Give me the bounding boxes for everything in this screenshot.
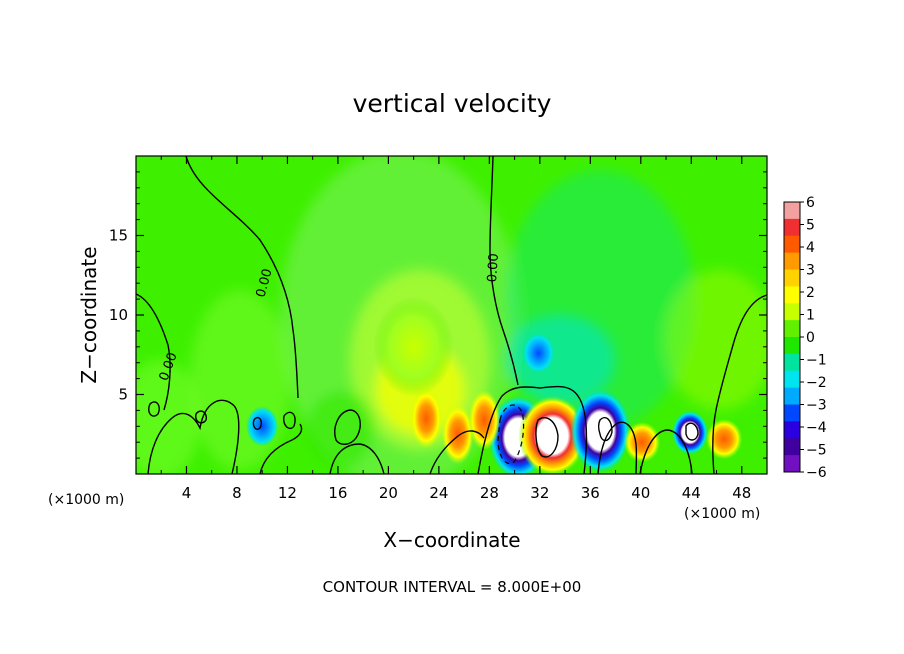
colorbar-tick-label: 5	[806, 218, 815, 234]
y-axis: 5 10 15	[109, 171, 767, 459]
contour-line	[497, 404, 525, 465]
colorbar: 6 5 4 3 2 1 0 −1 −2 −3 −4 −5 −6	[783, 195, 827, 481]
x-tick-label: 12	[278, 484, 297, 502]
y-tick-label: 10	[109, 306, 128, 324]
contour-line	[711, 294, 767, 474]
colorbar-swatch	[784, 370, 800, 389]
colorbar-swatch	[784, 387, 800, 405]
contour-line	[477, 385, 588, 474]
contour-line	[489, 156, 519, 386]
velocity-feature	[570, 389, 631, 474]
contour-interval-text: CONTOUR INTERVAL = 8.000E+00	[323, 578, 582, 596]
contour-line	[639, 429, 693, 474]
x-axis-title: X−coordinate	[383, 528, 520, 552]
colorbar-tick-label: 2	[806, 285, 815, 301]
x-tick-label: 16	[328, 484, 347, 502]
colorbar-swatch	[784, 218, 800, 237]
velocity-feature	[246, 406, 279, 447]
chart-title: vertical velocity	[353, 89, 552, 118]
colorbar-tick-label: 4	[806, 240, 815, 256]
y-axis-title: Z−coordinate	[77, 246, 101, 383]
colorbar-tick-label: 1	[806, 308, 815, 324]
colorbar-tick-label: −4	[806, 420, 827, 436]
colorbar-tick-label: −3	[806, 398, 827, 414]
x-tick-label: 4	[182, 484, 192, 502]
x-tick-label: 44	[682, 484, 701, 502]
velocity-feature	[441, 404, 474, 465]
colorbar-tick-label: 3	[806, 263, 815, 279]
contour-line	[148, 401, 160, 417]
contour-line	[194, 410, 208, 424]
colorbar-tick-label: −5	[806, 443, 827, 459]
colorbar-swatch	[784, 202, 800, 220]
x-tick-label: 40	[631, 484, 650, 502]
x-tick-label: 32	[530, 484, 549, 502]
contour-line	[535, 417, 559, 458]
colorbar-swatch	[784, 353, 800, 372]
zero-contours	[136, 156, 767, 474]
x-unit-right: (×1000 m)	[684, 506, 760, 522]
velocity-feature	[518, 395, 587, 474]
contour-line	[147, 399, 240, 474]
x-tick-label: 8	[232, 484, 242, 502]
contour-label: 0.00	[254, 267, 276, 299]
colorbar-swatch	[784, 421, 800, 439]
features-layer	[246, 296, 743, 474]
contour-line	[252, 416, 263, 430]
colorbar-swatch	[784, 252, 800, 270]
contour-line	[329, 443, 385, 474]
contour-line	[282, 411, 296, 430]
velocity-feature	[672, 410, 709, 455]
x-tick-label: 48	[732, 484, 751, 502]
colorbar-swatch	[784, 286, 800, 304]
negative-contours	[497, 404, 525, 465]
colorbar-swatch	[784, 269, 800, 287]
contour-line	[597, 416, 613, 442]
contour-line	[597, 421, 638, 474]
contour-line	[334, 409, 361, 445]
velocity-feature	[468, 389, 501, 450]
colorbar-swatch	[784, 404, 800, 422]
colorbar-tick-label: 6	[806, 195, 815, 211]
x-unit-left: (×1000 m)	[48, 492, 124, 508]
velocity-feature	[373, 296, 454, 397]
velocity-feature	[624, 422, 661, 463]
colorbar-tick-label: −6	[806, 465, 827, 481]
velocity-feature	[522, 333, 555, 374]
y-tick-label: 5	[118, 386, 128, 404]
velocity-feature	[410, 388, 443, 449]
contour-line	[136, 293, 171, 411]
contour-line	[185, 156, 299, 399]
y-tick-label: 15	[109, 227, 128, 245]
colorbar-swatch	[784, 337, 800, 355]
contour-label: 0.00	[485, 253, 502, 283]
x-tick-label: 24	[429, 484, 448, 502]
colorbar-tick-label: −1	[806, 353, 827, 369]
plot-field: 0.00 0.00 0.00	[136, 156, 767, 474]
colorbar-swatch	[784, 235, 800, 254]
x-axis: 4 8 12 16 20 24 28 32 36 40 44 48	[160, 156, 751, 502]
x-tick-label: 36	[581, 484, 600, 502]
colorbar-swatch	[784, 320, 800, 338]
colorbar-tick-label: −2	[806, 375, 827, 391]
velocity-feature	[706, 419, 743, 460]
contour-line	[259, 423, 303, 474]
x-tick-label: 28	[480, 484, 499, 502]
x-tick-label: 20	[379, 484, 398, 502]
contour-line	[429, 430, 485, 474]
colorbar-swatch	[784, 303, 800, 321]
colorbar-tick-label: 0	[806, 330, 815, 346]
colorbar-swatch	[784, 438, 800, 456]
contour-line	[685, 422, 699, 441]
colorbar-swatch	[784, 455, 800, 473]
